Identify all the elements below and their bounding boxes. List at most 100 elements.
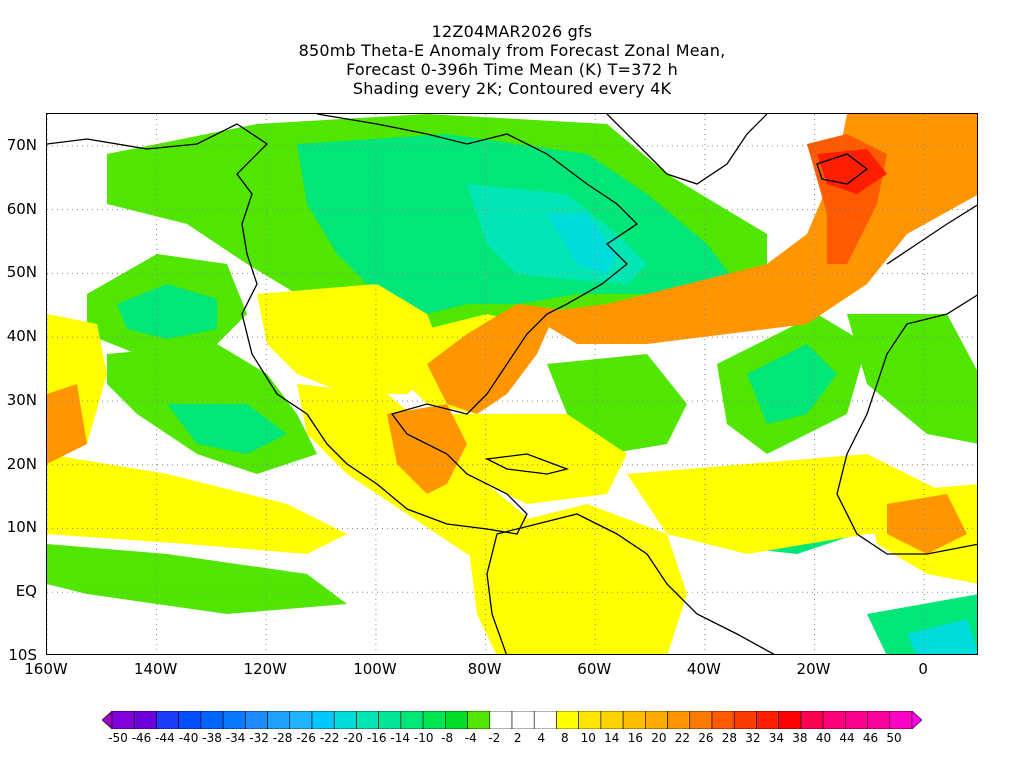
colorbar-segment: [267, 711, 291, 729]
lat-label: 70N: [6, 135, 37, 154]
lon-label: 60W: [577, 660, 612, 678]
colorbar-segment: [378, 711, 402, 729]
coast-cuba: [484, 453, 570, 475]
colorbar-segment: [133, 711, 157, 729]
colorbar-segment: [756, 711, 779, 729]
colorbar-segment: [867, 711, 891, 729]
colorbar-segment: [845, 711, 868, 729]
colorbar: [102, 711, 922, 729]
shade-epac-teal: [167, 404, 287, 454]
colorbar-right-arrow: [911, 711, 922, 729]
lon-label: 100W: [353, 660, 397, 678]
colorbar-label: 22: [674, 731, 690, 745]
colorbar-segment: [489, 711, 513, 729]
colorbar-segment: [556, 711, 579, 729]
lat-label: 50N: [6, 263, 37, 282]
title-shading: Shading every 2K; Contoured every 4K: [352, 79, 672, 98]
lat-label: EQ: [15, 582, 37, 601]
colorbar-segment: [822, 711, 846, 729]
colorbar-segment: [511, 711, 535, 729]
anomaly-map: [47, 114, 977, 654]
colorbar-label: -2: [488, 731, 501, 745]
colorbar-segment: [356, 711, 379, 729]
coast-greenland: [606, 114, 768, 185]
lon-label: 80W: [467, 660, 502, 678]
colorbar-label: 44: [839, 731, 855, 745]
title-date: 12Z04MAR2026 gfs: [431, 22, 593, 41]
colorbar-left-arrow: [102, 711, 113, 729]
colorbar-segment: [600, 711, 624, 729]
shade-trop-atl-yellow: [627, 454, 947, 554]
colorbar-segment: [578, 711, 602, 729]
colorbar-label: 26: [698, 731, 714, 745]
colorbar-segment: [733, 711, 757, 729]
colorbar-segment: [400, 711, 424, 729]
colorbar-segment: [156, 711, 179, 729]
colorbar-label: 50: [886, 731, 902, 745]
colorbar-segment: [222, 711, 246, 729]
colorbar-segment: [200, 711, 224, 729]
colorbar-label: -40: [178, 731, 199, 745]
colorbar-label: 16: [627, 731, 643, 745]
lat-label: 40N: [6, 327, 37, 346]
colorbar-segment: [889, 711, 913, 729]
shade-eqpac-green: [47, 544, 347, 614]
colorbar-segment: [667, 711, 691, 729]
colorbar-label: -44: [155, 731, 175, 745]
colorbar-label: -22: [319, 731, 340, 745]
lat-label: 10N: [6, 518, 37, 537]
colorbar-label: 46: [862, 731, 879, 745]
coast-north-america: [47, 114, 639, 535]
colorbar-segment: [467, 711, 491, 729]
lat-lon-grid: [47, 114, 977, 654]
colorbar-segment: [245, 711, 268, 729]
colorbar-label: 4: [537, 731, 546, 745]
shade-epac-orange: [47, 384, 87, 464]
colorbar-segment: [445, 711, 468, 729]
colorbar-label: 10: [580, 731, 596, 745]
colorbar-segment: [178, 711, 202, 729]
coast-africa: [836, 294, 977, 555]
colorbar-segment: [422, 711, 446, 729]
shade-iceland-red: [817, 149, 887, 194]
colorbar-label: -4: [464, 731, 477, 745]
lon-label: 140W: [133, 660, 178, 678]
colorbar-label: -32: [249, 731, 269, 745]
coast-europe: [886, 204, 977, 265]
coast-iceland: [816, 153, 869, 185]
lon-label: 120W: [243, 660, 288, 678]
colorbar-segment: [800, 711, 824, 729]
colorbar-label: -20: [343, 731, 363, 745]
shade-labrador-cyan: [547, 214, 617, 274]
shade-wafrica-green: [847, 314, 977, 444]
lat-label: 60N: [6, 199, 37, 218]
colorbar-segment: [622, 711, 646, 729]
lat-label: 20N: [6, 454, 37, 473]
colorbar-label: -34: [225, 731, 246, 745]
title-variable: 850mb Theta-E Anomaly from Forecast Zona…: [298, 41, 726, 60]
colorbar-segment: [645, 711, 668, 729]
coast-south-america: [496, 513, 775, 654]
colorbar-label: 38: [792, 731, 808, 745]
lon-label: 160W: [24, 660, 68, 678]
colorbar-segment: [533, 711, 557, 729]
colorbar-label: 40: [815, 731, 832, 745]
colorbar-label: 28: [721, 731, 738, 745]
colorbar-label: 8: [560, 731, 569, 745]
colorbar-segment: [778, 711, 802, 729]
shade-npac-teal: [117, 284, 217, 339]
colorbar-label: 32: [745, 731, 761, 745]
colorbar-label: 20: [651, 731, 667, 745]
colorbar-label: 2: [513, 731, 522, 745]
shade-samerica-yellow: [467, 504, 687, 654]
lat-label: 30N: [6, 390, 37, 409]
colorbar-segment: [711, 711, 735, 729]
colorbar-segment: [311, 711, 335, 729]
colorbar-label: -26: [296, 731, 316, 745]
coast-sa-west: [486, 533, 507, 654]
shade-africa-orange: [887, 494, 967, 554]
shade-caribbean-yellow: [447, 414, 627, 504]
colorbar-label: -46: [131, 731, 152, 745]
lon-label: 0: [918, 660, 928, 678]
lat-label: 10S: [8, 646, 37, 664]
